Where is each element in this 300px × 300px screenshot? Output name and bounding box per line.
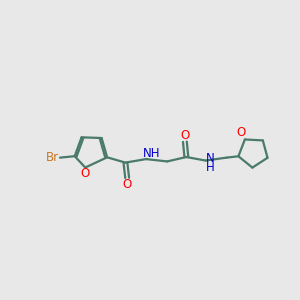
Text: Br: Br (46, 151, 59, 164)
Text: NH: NH (142, 147, 160, 160)
Text: N: N (206, 152, 214, 165)
Text: H: H (206, 161, 214, 174)
Text: O: O (123, 178, 132, 191)
Text: O: O (237, 127, 246, 140)
Text: O: O (180, 129, 190, 142)
Text: O: O (80, 167, 89, 181)
